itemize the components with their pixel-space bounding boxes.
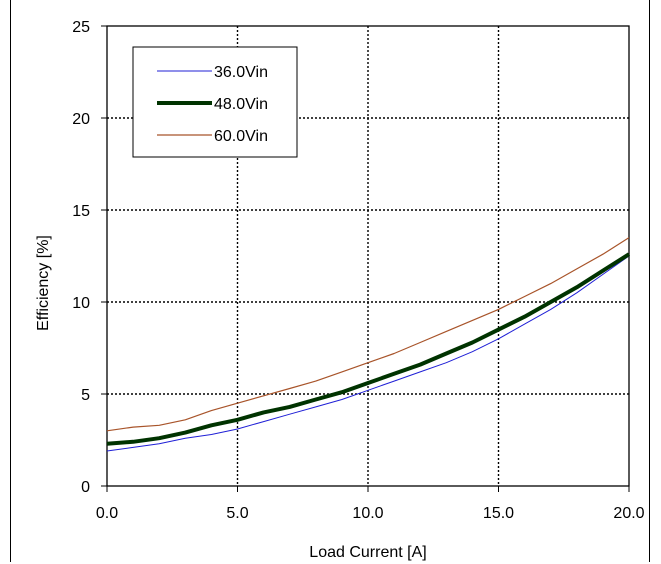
x-tick-label: 0.0	[96, 505, 118, 522]
y-axis-label: Efficiency [%]	[35, 235, 52, 331]
chart-frame	[10, 0, 650, 562]
y-tick-label: 20	[72, 111, 90, 128]
y-tick-label: 10	[72, 295, 90, 312]
y-tick-label: 15	[72, 203, 90, 220]
y-tick-label: 5	[81, 387, 90, 404]
legend-label: 36.0Vin	[214, 64, 268, 81]
tick-labels: 0 5 10 15 20 25 0.0 5.0 10.0 15.0 20.0	[72, 19, 644, 522]
x-tick-label: 15.0	[483, 505, 514, 522]
x-tick-label: 10.0	[352, 505, 383, 522]
x-axis-label: Load Current [A]	[309, 544, 426, 561]
series-lines	[106, 237, 631, 452]
y-tick-label: 0	[81, 479, 90, 496]
x-tick-label: 20.0	[613, 505, 644, 522]
x-tick-label: 5.0	[226, 505, 248, 522]
series-line-60.0Vin	[106, 237, 630, 432]
legend-label: 60.0Vin	[214, 128, 268, 145]
legend-label: 48.0Vin	[214, 96, 268, 113]
series-line-48.0Vin	[106, 252, 631, 446]
legend: 36.0Vin 48.0Vin 60.0Vin	[132, 46, 298, 158]
series-line-36.0Vin	[106, 255, 630, 452]
y-tick-label: 25	[72, 19, 90, 36]
